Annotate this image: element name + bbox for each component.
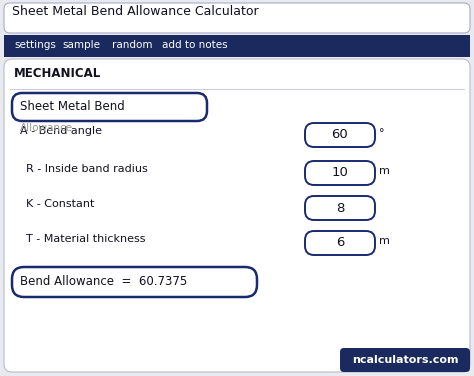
Text: T - Material thickness: T - Material thickness bbox=[26, 234, 146, 244]
FancyBboxPatch shape bbox=[340, 348, 470, 372]
Text: 10: 10 bbox=[331, 167, 348, 179]
Text: Allowance: Allowance bbox=[20, 123, 73, 133]
Text: add to notes: add to notes bbox=[162, 40, 228, 50]
FancyBboxPatch shape bbox=[4, 35, 470, 57]
Text: R - Inside band radius: R - Inside band radius bbox=[26, 164, 148, 174]
FancyBboxPatch shape bbox=[305, 231, 375, 255]
Text: Sheet Metal Bend Allowance Calculator: Sheet Metal Bend Allowance Calculator bbox=[12, 5, 259, 18]
FancyBboxPatch shape bbox=[305, 123, 375, 147]
Text: A - Bend angle: A - Bend angle bbox=[20, 126, 102, 136]
Text: K - Constant: K - Constant bbox=[26, 199, 94, 209]
FancyBboxPatch shape bbox=[4, 3, 470, 33]
Text: 60: 60 bbox=[332, 129, 348, 141]
Text: °: ° bbox=[379, 128, 384, 138]
FancyBboxPatch shape bbox=[305, 196, 375, 220]
Text: sample: sample bbox=[62, 40, 100, 50]
Text: random: random bbox=[112, 40, 153, 50]
Text: 8: 8 bbox=[336, 202, 344, 214]
Text: 6: 6 bbox=[336, 237, 344, 250]
FancyBboxPatch shape bbox=[12, 93, 207, 121]
Text: m: m bbox=[379, 166, 390, 176]
Text: settings: settings bbox=[14, 40, 56, 50]
Text: m: m bbox=[379, 236, 390, 246]
Text: MECHANICAL: MECHANICAL bbox=[14, 67, 101, 80]
Text: Bend Allowance  =  60.7375: Bend Allowance = 60.7375 bbox=[20, 275, 187, 288]
Text: ncalculators.com: ncalculators.com bbox=[352, 355, 458, 365]
FancyBboxPatch shape bbox=[12, 267, 257, 297]
Text: Sheet Metal Bend: Sheet Metal Bend bbox=[20, 100, 125, 113]
FancyBboxPatch shape bbox=[4, 59, 470, 372]
FancyBboxPatch shape bbox=[305, 161, 375, 185]
